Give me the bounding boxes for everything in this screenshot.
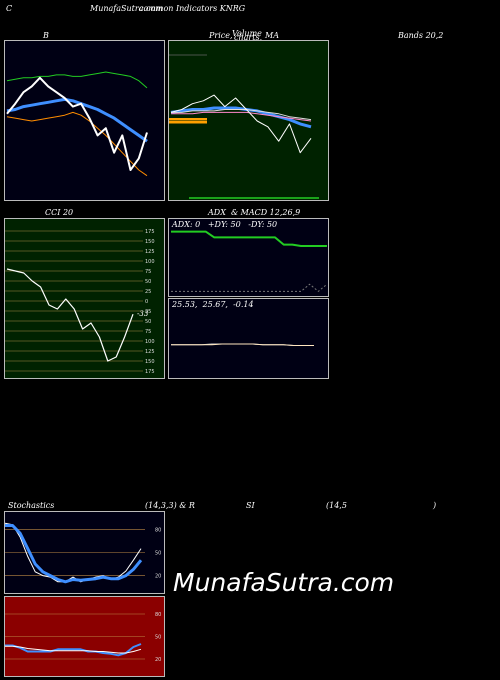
bands-label: B <box>43 31 49 40</box>
rsi-panel: 80 50 20 <box>4 596 165 677</box>
bollinger-bands-lower-line <box>6 111 148 177</box>
bollinger-bands-upper-line <box>6 71 148 89</box>
level-tick-label: 20 <box>155 574 161 580</box>
cci-tick-label: 50 <box>145 279 151 285</box>
adx-macd-label: ADX & MACD 12,26,9 <box>208 208 301 217</box>
macd-panel: 25.53, 25.67, -0.14 <box>168 298 329 379</box>
cci-tick-label: 75 <box>145 329 151 335</box>
level-tick-label: 80 <box>155 612 161 618</box>
level-tick-label: 80 <box>155 527 161 533</box>
macd-chart <box>171 343 314 346</box>
bollinger-bands-middle-line <box>6 97 148 143</box>
price-label-d: MA <box>265 31 279 40</box>
price-orange-level <box>169 118 207 121</box>
rsi-label: SI <box>246 501 255 510</box>
price-chart <box>169 54 319 199</box>
bands-right-label: Bands 20,2 <box>398 31 444 40</box>
price-volume-ma-ma-blue-line <box>170 106 312 129</box>
adx-adx-line <box>171 283 328 292</box>
adx--dy-line <box>171 230 327 247</box>
stoch-params: (14,3,3) & R <box>145 501 195 510</box>
cci-tick-label: 100 <box>145 259 155 265</box>
cci-tick-label: 0 <box>145 299 148 305</box>
indicators-subtitle: common Indicators KNRG <box>139 4 246 13</box>
cci-tick-label: 50 <box>145 319 151 325</box>
rsi-params: (14,5 <box>326 501 347 510</box>
level-tick-label: 50 <box>155 551 161 557</box>
price-orange-level <box>169 121 207 124</box>
cci-tick-label: 150 <box>145 239 155 245</box>
cci-tick-label: 175 <box>145 369 155 375</box>
price-label-c: charts, <box>234 33 263 42</box>
bollinger-chart <box>6 71 148 177</box>
cci-label: CCI 20 <box>45 208 74 217</box>
cci-chart: 175 150 125 100 75 50 25 0 25 50 75 100 125 150 175 -33 <box>5 229 155 375</box>
cci-tick-label: 75 <box>145 269 151 275</box>
cci-20-cci-line <box>6 268 134 362</box>
cci-tick-label: 25 <box>145 289 151 295</box>
cci-value-label: -33 <box>137 310 149 318</box>
header-left: C <box>6 4 13 13</box>
adx-chart <box>171 230 328 292</box>
cci-tick-label: 100 <box>145 339 155 345</box>
price-volume-ma-price-line <box>170 94 312 154</box>
level-tick-label: 20 <box>155 657 161 663</box>
stochastics-panel: 80 50 20 <box>4 511 165 594</box>
cci-tick-label: 125 <box>145 249 155 255</box>
macd-values: 25.53, 25.67, -0.14 <box>172 300 254 309</box>
rsi-14-ma-line <box>5 645 142 654</box>
adx-values: ADX: 0 +DY: 50 -DY: 50 <box>172 220 278 229</box>
level-tick-label: 50 <box>155 635 161 641</box>
cci-tick-label: 25 <box>145 309 151 315</box>
price-label-a: Price, <box>209 31 233 40</box>
rsi-params-close: ) <box>433 501 437 510</box>
price-panel <box>168 40 329 201</box>
bollinger-panel <box>4 40 165 201</box>
price-label-b: Volume <box>232 29 262 38</box>
stochastics-chart: 80 50 20 <box>4 522 161 584</box>
site-title: MunafaSutra.com <box>90 4 163 13</box>
cci-tick-label: 175 <box>145 229 155 235</box>
watermark: MunafaSutra.com <box>173 568 395 597</box>
macd-signal-line <box>171 343 314 346</box>
cci-tick-label: 150 <box>145 359 155 365</box>
cci-tick-label: 125 <box>145 349 155 355</box>
price-volume-ma-ma-white-line <box>171 109 312 121</box>
price-volume-ma-ma-pink-line <box>171 111 312 122</box>
stoch-label: Stochastics <box>8 501 55 510</box>
adx-panel: ADX: 0 +DY: 50 -DY: 50 <box>168 218 329 297</box>
stochastics-14-3-3--d-line <box>5 524 143 584</box>
rsi-14-rsi-line <box>5 643 142 657</box>
rsi-chart: 80 50 20 <box>5 612 161 663</box>
cci-panel: 175 150 125 100 75 50 25 0 25 50 75 100 125 150 175 -33 <box>4 218 165 379</box>
bollinger-bands-price-line <box>6 76 148 171</box>
